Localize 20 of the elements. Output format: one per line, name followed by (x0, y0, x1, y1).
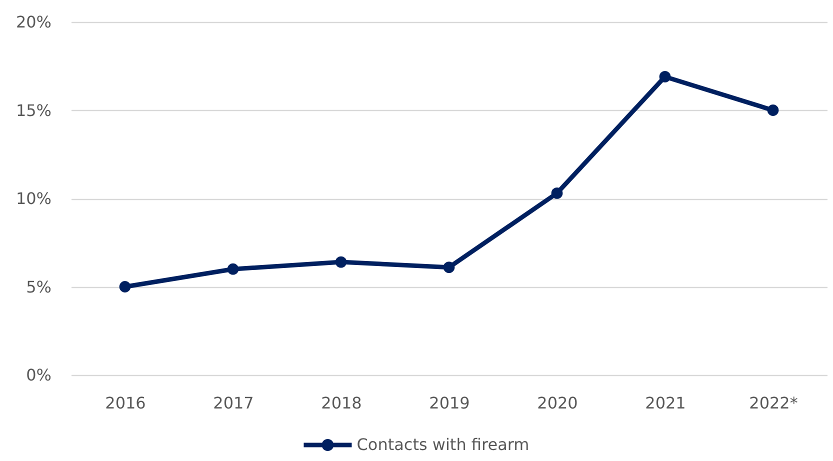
legend-label: Contacts with firearm (356, 435, 530, 454)
x-tick-label: 2016 (105, 394, 146, 412)
point (119, 281, 131, 292)
y-tick-label: 10% (16, 189, 52, 208)
point (443, 262, 455, 274)
x-tick-label: 2022* (749, 394, 798, 412)
point (767, 104, 779, 116)
x-tick-label: 2020 (537, 394, 578, 412)
point (227, 263, 239, 275)
point (659, 71, 671, 82)
y-tick-label: 15% (16, 100, 52, 120)
y-tick-label: 5% (26, 277, 52, 296)
x-tick-label: 2019 (429, 394, 470, 412)
point (551, 188, 563, 199)
point (335, 256, 347, 268)
y-tick-label: 0% (26, 366, 52, 384)
x-tick-label: 2018 (321, 394, 362, 412)
x-tick-label: 2021 (645, 394, 686, 412)
y-tick-label: 20% (16, 12, 52, 32)
x-tick-label: 2017 (213, 394, 254, 412)
